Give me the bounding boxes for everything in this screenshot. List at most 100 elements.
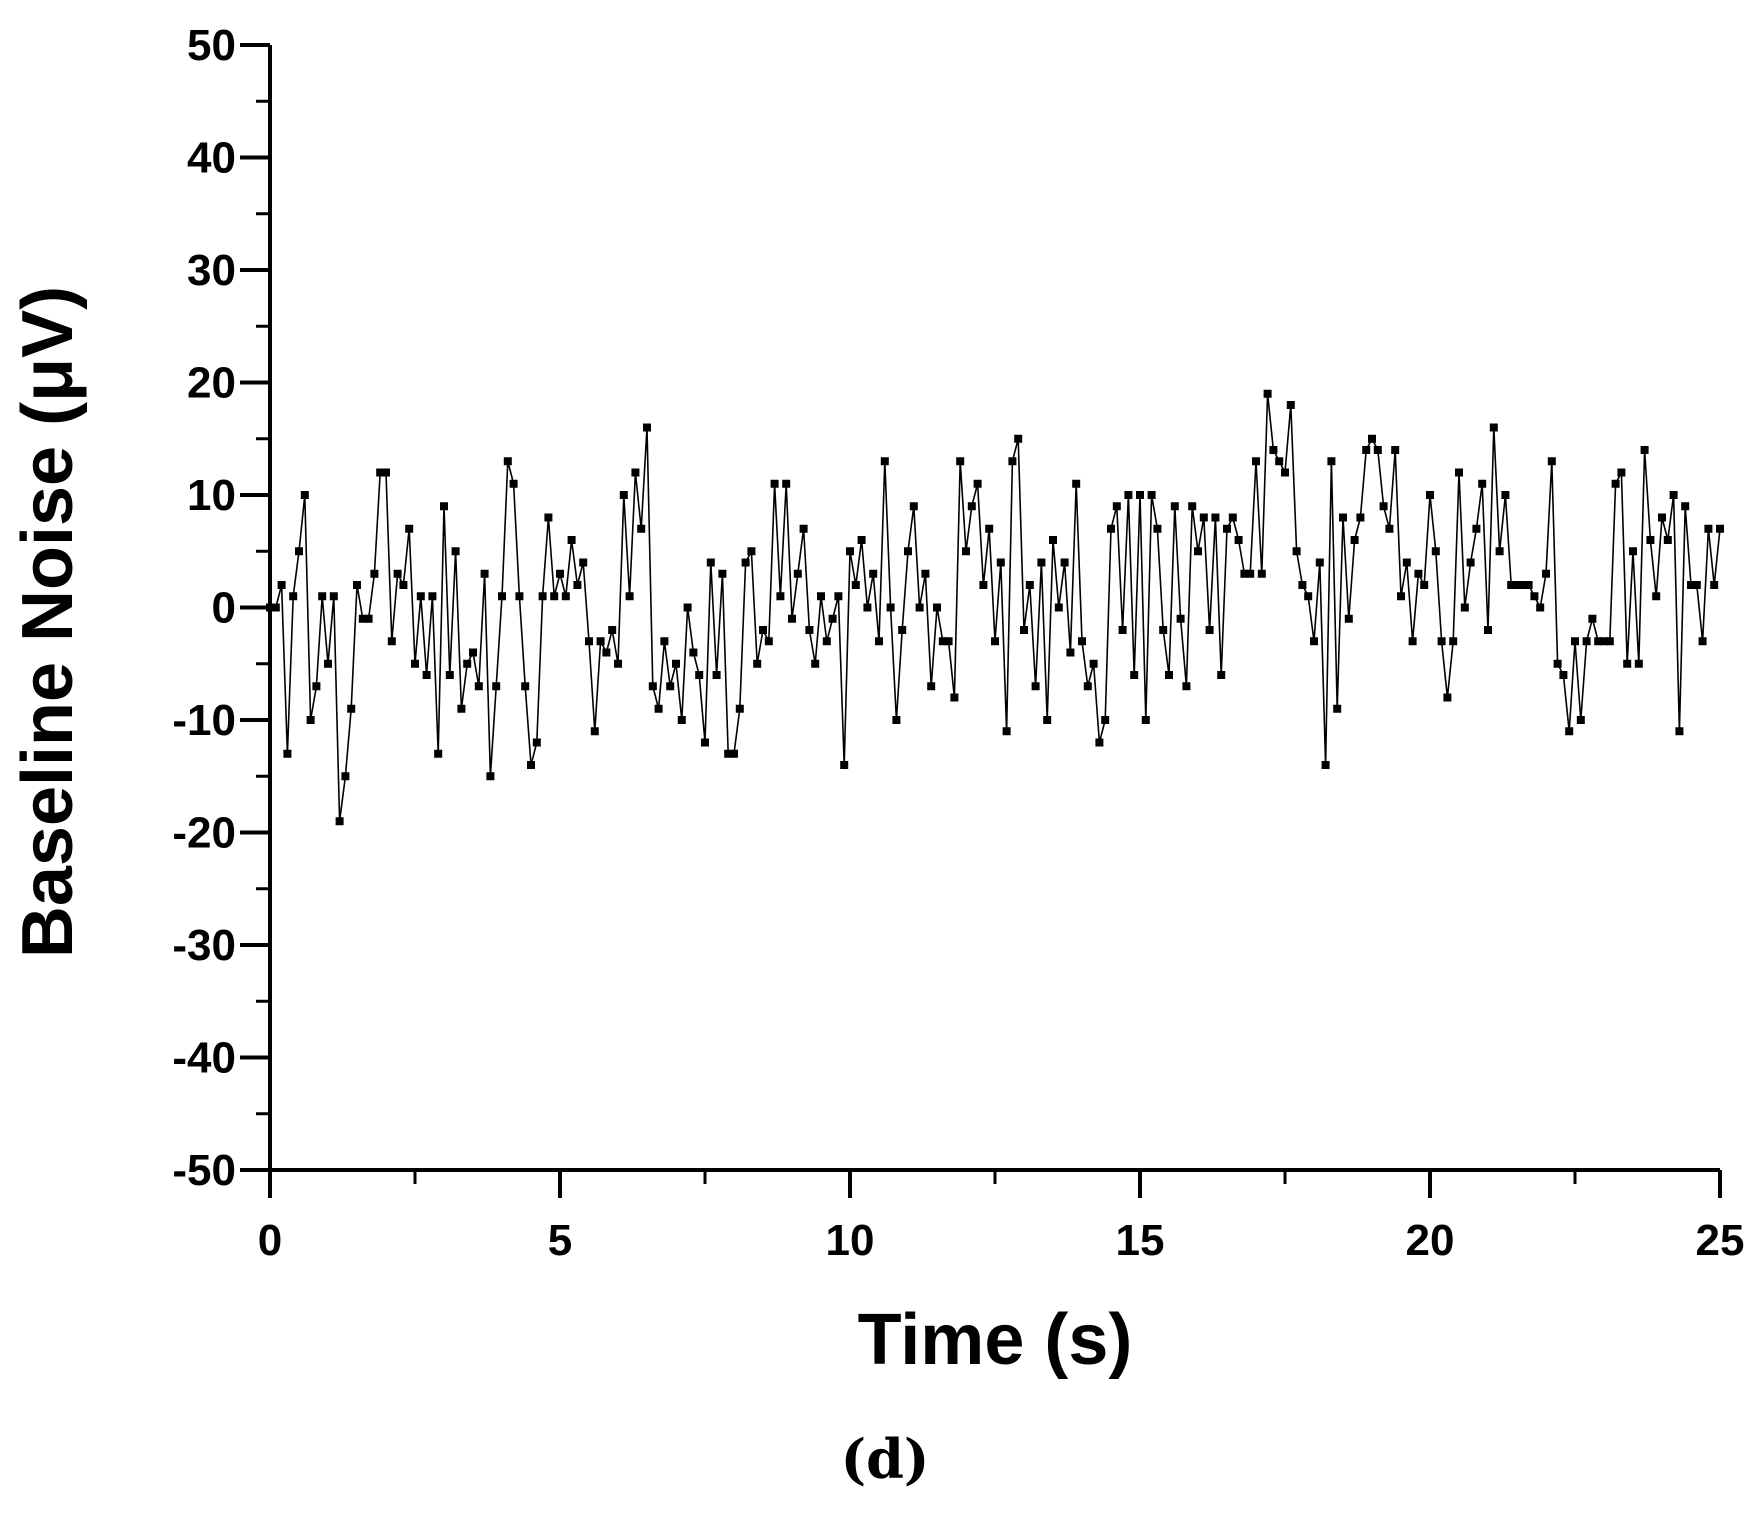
data-point — [869, 569, 878, 578]
data-point — [1437, 637, 1446, 646]
data-point — [730, 749, 738, 758]
data-point — [776, 592, 785, 601]
data-point — [927, 682, 936, 691]
data-point — [1402, 558, 1411, 567]
x-tick-label: 15 — [1116, 1216, 1165, 1265]
x-axis-title: Time (s) — [858, 1300, 1133, 1380]
data-point — [370, 569, 379, 578]
data-point — [1617, 468, 1626, 477]
data-point — [979, 581, 988, 589]
y-axis-title: Baseline Noise (μV) — [8, 286, 88, 958]
data-point — [1263, 389, 1272, 398]
data-point — [416, 592, 425, 601]
data-point — [1211, 513, 1220, 522]
data-point — [1182, 682, 1191, 691]
data-point — [614, 659, 622, 668]
data-point — [828, 614, 837, 623]
data-point — [1089, 659, 1098, 668]
data-point — [393, 569, 402, 578]
x-tick-label: 5 — [548, 1216, 572, 1265]
data-point — [1170, 502, 1179, 511]
data-point — [1460, 603, 1469, 612]
y-tick-label: 10 — [187, 471, 236, 520]
data-point — [550, 592, 559, 601]
data-point — [556, 569, 564, 578]
data-point — [1298, 581, 1307, 589]
data-point — [457, 704, 466, 713]
data-point — [532, 738, 541, 747]
data-point — [347, 704, 356, 713]
data-point — [956, 457, 965, 466]
data-point — [1118, 626, 1127, 634]
data-point — [590, 727, 599, 736]
data-point — [1333, 704, 1342, 713]
data-point — [985, 524, 994, 533]
data-point — [666, 682, 675, 691]
data-point — [585, 637, 593, 646]
data-point — [1049, 536, 1057, 544]
data-point — [1582, 637, 1591, 646]
data-point — [1315, 558, 1324, 567]
data-point — [1078, 637, 1086, 646]
data-point — [486, 772, 495, 781]
data-point — [1020, 626, 1028, 634]
data-point — [701, 738, 709, 747]
data-point — [759, 626, 767, 634]
data-point — [625, 592, 634, 601]
data-point — [1518, 581, 1527, 589]
data-point — [503, 457, 512, 466]
data-point — [411, 659, 419, 668]
data-point — [1228, 513, 1237, 522]
data-point — [875, 637, 883, 646]
data-point — [1687, 581, 1695, 589]
data-point — [509, 479, 518, 488]
data-point — [637, 524, 646, 533]
data-point — [387, 637, 396, 646]
data-point — [1176, 614, 1185, 623]
data-point — [1640, 446, 1649, 454]
axes — [268, 45, 1720, 1172]
data-point — [1507, 581, 1516, 589]
data-point — [1141, 716, 1150, 724]
data-point — [382, 468, 390, 477]
data-point — [1489, 423, 1498, 432]
data-point — [1159, 626, 1168, 634]
x-tick-labels: 0 5 10 15 20 25 — [258, 1216, 1745, 1265]
data-point — [851, 581, 860, 589]
data-point — [440, 502, 448, 511]
data-point — [695, 671, 704, 679]
data-point — [724, 749, 733, 758]
data-point — [1194, 547, 1202, 556]
data-point — [1594, 637, 1603, 646]
data-point — [399, 581, 408, 589]
data-point — [451, 547, 460, 556]
data-point — [747, 547, 756, 556]
y-tick-label: 40 — [187, 134, 236, 183]
x-tick-label: 0 — [258, 1216, 282, 1265]
data-point — [643, 423, 651, 432]
data-point — [300, 491, 309, 499]
x-tick-label: 10 — [826, 1216, 875, 1265]
data-point — [1663, 536, 1672, 544]
data-point — [324, 659, 332, 668]
data-point — [1257, 569, 1266, 578]
data-point — [846, 547, 854, 556]
data-point — [364, 614, 373, 623]
data-point — [1455, 468, 1463, 477]
data-point — [938, 637, 947, 646]
data-point — [921, 569, 930, 578]
data-point — [1060, 558, 1069, 567]
data-point — [799, 524, 808, 533]
data-point — [295, 547, 303, 556]
data-point — [1252, 457, 1260, 466]
data-point — [1443, 693, 1452, 702]
data-point — [1350, 536, 1359, 544]
data-point — [863, 603, 872, 612]
series-markers — [266, 389, 1724, 826]
data-point — [735, 704, 744, 713]
data-point — [1692, 581, 1701, 589]
data-point — [1675, 727, 1684, 736]
data-point — [967, 502, 976, 511]
data-point — [422, 671, 431, 679]
data-point — [817, 592, 825, 601]
